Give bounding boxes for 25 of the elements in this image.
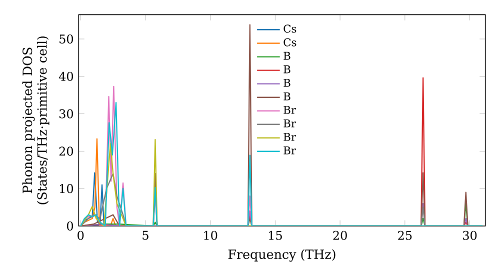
legend-label: B xyxy=(284,78,290,87)
x-axis-title: Frequency (THz) xyxy=(228,249,336,262)
y-tick-label: 0 xyxy=(66,221,74,231)
y-tick-label: 10 xyxy=(60,184,74,194)
legend-label: Cs xyxy=(284,24,296,33)
x-tick-label: 0 xyxy=(78,230,84,240)
x-tick-label: 30 xyxy=(463,230,477,240)
legend-label: B xyxy=(284,92,290,100)
y-tick-label: 40 xyxy=(58,72,74,81)
y-tick-label: 20 xyxy=(59,146,74,156)
x-tick-label: 20 xyxy=(333,230,347,240)
legend-label: B xyxy=(284,65,290,74)
legend-label: Br xyxy=(284,132,296,141)
legend-label: Br xyxy=(284,119,296,128)
x-tick-label: 5 xyxy=(142,230,148,240)
y-axis-title: Phonon projected DOS (States/THz·primitive cell) xyxy=(22,36,50,204)
y-tick-label: 50 xyxy=(60,34,74,44)
x-tick-label: 25 xyxy=(398,230,412,240)
x-tick-label: 15 xyxy=(269,230,282,240)
legend-label: Br xyxy=(284,146,296,154)
legend-label: Cs xyxy=(284,38,296,46)
legend-label: B xyxy=(284,52,290,60)
y-tick-label: 30 xyxy=(59,109,74,118)
x-tick-label: 10 xyxy=(204,230,218,240)
legend-label: Br xyxy=(284,106,296,114)
